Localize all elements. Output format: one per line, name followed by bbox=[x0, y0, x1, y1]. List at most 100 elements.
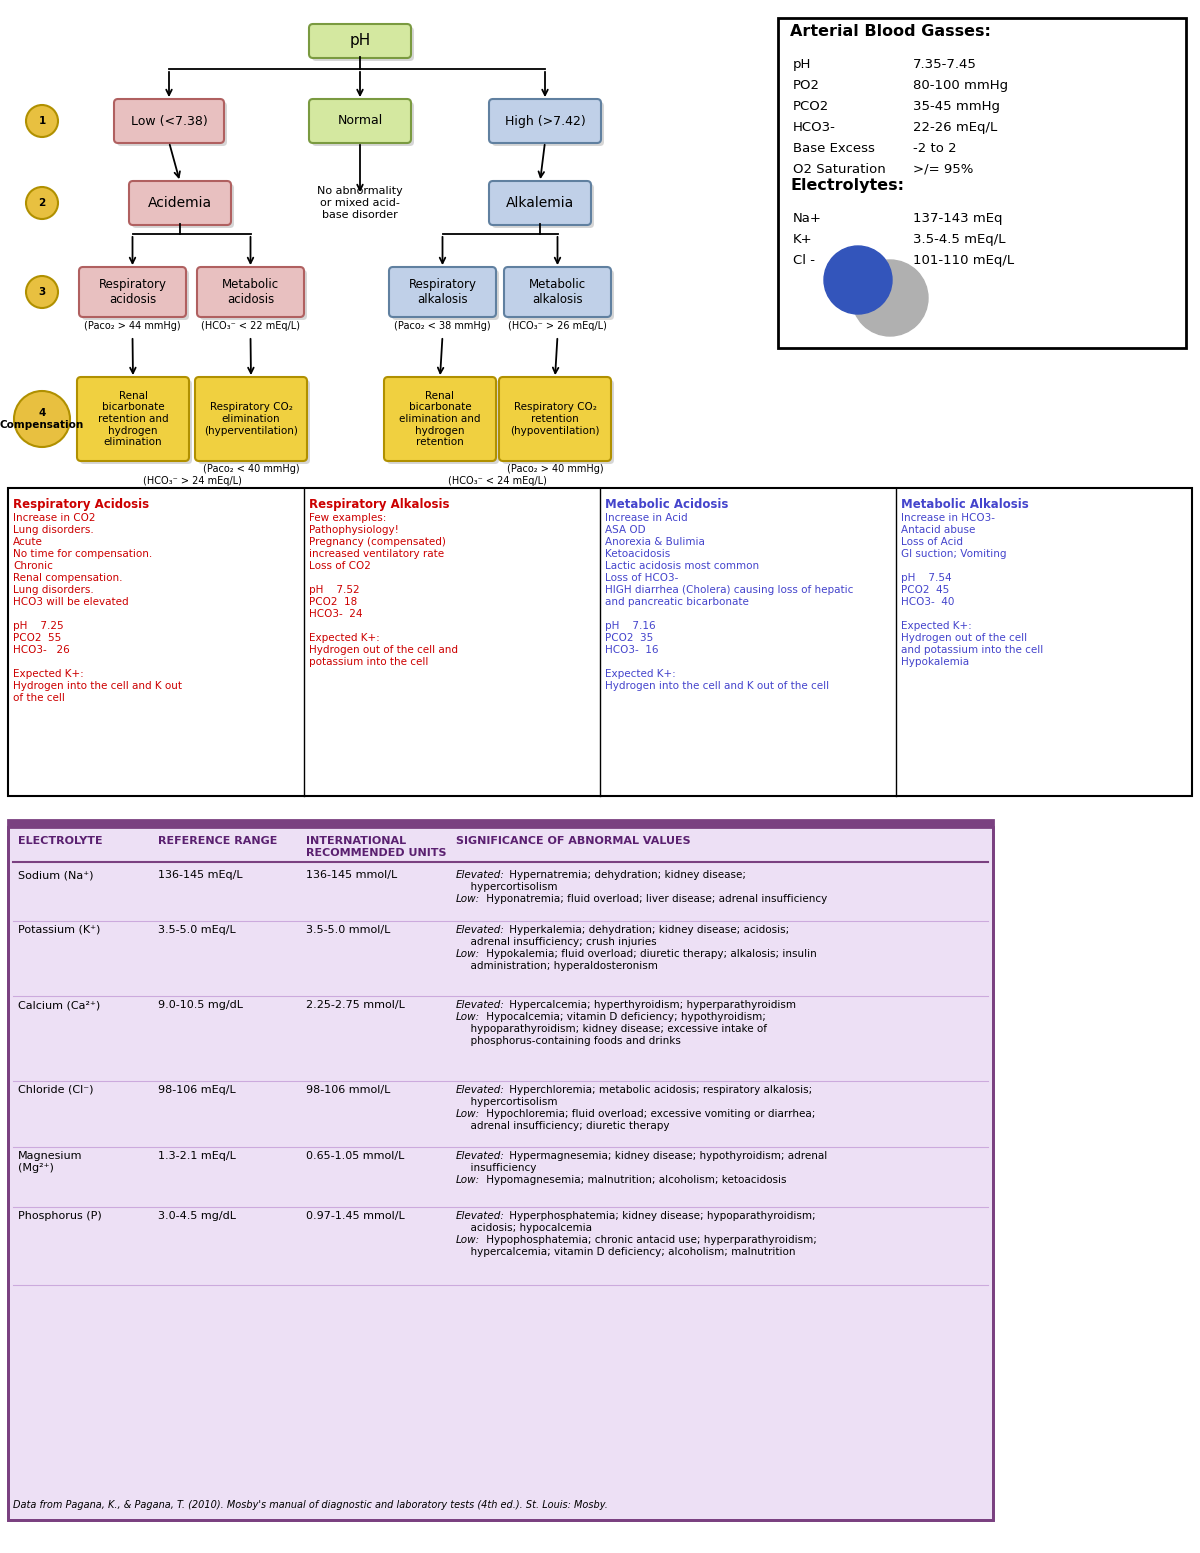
Text: Expected K+:: Expected K+: bbox=[901, 621, 972, 631]
Text: Arterial Blood Gasses:: Arterial Blood Gasses: bbox=[790, 23, 991, 39]
Text: Respiratory Acidosis: Respiratory Acidosis bbox=[13, 499, 149, 511]
Text: Low:: Low: bbox=[456, 895, 480, 904]
FancyBboxPatch shape bbox=[80, 380, 192, 464]
FancyBboxPatch shape bbox=[492, 102, 604, 146]
Text: 98-106 mmol/L: 98-106 mmol/L bbox=[306, 1086, 390, 1095]
Text: Hydrogen into the cell and K out of the cell: Hydrogen into the cell and K out of the … bbox=[605, 682, 829, 691]
Text: Low:: Low: bbox=[456, 1235, 480, 1246]
Text: pH: pH bbox=[349, 34, 371, 48]
Text: Lung disorders.: Lung disorders. bbox=[13, 525, 94, 534]
Text: pH    7.54: pH 7.54 bbox=[901, 573, 952, 582]
Text: pH    7.52: pH 7.52 bbox=[310, 585, 360, 595]
Text: hypercortisolism: hypercortisolism bbox=[464, 882, 558, 891]
Text: Elevated:: Elevated: bbox=[456, 926, 505, 935]
Text: 0.65-1.05 mmol/L: 0.65-1.05 mmol/L bbox=[306, 1151, 404, 1162]
Text: Elevated:: Elevated: bbox=[456, 1151, 505, 1162]
Text: HCO3-   26: HCO3- 26 bbox=[13, 644, 70, 655]
FancyBboxPatch shape bbox=[197, 267, 304, 317]
Text: No abnormality
or mixed acid-
base disorder: No abnormality or mixed acid- base disor… bbox=[317, 186, 403, 219]
Text: Increase in CO2: Increase in CO2 bbox=[13, 512, 96, 523]
Text: Pregnancy (compensated): Pregnancy (compensated) bbox=[310, 537, 446, 547]
Text: Data from Pagana, K., & Pagana, T. (2010). Mosby's manual of diagnostic and labo: Data from Pagana, K., & Pagana, T. (2010… bbox=[13, 1500, 608, 1510]
Text: Low:: Low: bbox=[456, 949, 480, 960]
Text: acidosis; hypocalcemia: acidosis; hypocalcemia bbox=[464, 1224, 592, 1233]
Text: Renal
bicarbonate
retention and
hydrogen
elimination: Renal bicarbonate retention and hydrogen… bbox=[97, 391, 168, 447]
Text: 9.0-10.5 mg/dL: 9.0-10.5 mg/dL bbox=[158, 1000, 242, 1009]
Text: Hypochloremia; fluid overload; excessive vomiting or diarrhea;: Hypochloremia; fluid overload; excessive… bbox=[482, 1109, 815, 1120]
FancyBboxPatch shape bbox=[114, 99, 224, 143]
Text: Respiratory
acidosis: Respiratory acidosis bbox=[98, 278, 167, 306]
Text: pH: pH bbox=[793, 57, 811, 71]
Text: Hypercalcemia; hyperthyroidism; hyperparathyroidism: Hypercalcemia; hyperthyroidism; hyperpar… bbox=[506, 1000, 796, 1009]
Text: HCO3-  16: HCO3- 16 bbox=[605, 644, 659, 655]
Text: 136-145 mEq/L: 136-145 mEq/L bbox=[158, 870, 242, 881]
Text: PO2: PO2 bbox=[793, 79, 820, 92]
Text: Hypokalemia: Hypokalemia bbox=[901, 657, 970, 666]
Text: Calcium (Ca²⁺): Calcium (Ca²⁺) bbox=[18, 1000, 101, 1009]
Text: hypercortisolism: hypercortisolism bbox=[464, 1096, 558, 1107]
Text: (HCO₃⁻ < 22 mEq/L): (HCO₃⁻ < 22 mEq/L) bbox=[202, 321, 300, 331]
Text: Increase in Acid: Increase in Acid bbox=[605, 512, 688, 523]
Circle shape bbox=[26, 186, 58, 219]
Text: Low:: Low: bbox=[456, 1176, 480, 1185]
Text: >/= 95%: >/= 95% bbox=[913, 163, 973, 175]
Text: K+: K+ bbox=[793, 233, 812, 245]
Text: HIGH diarrhea (Cholera) causing loss of hepatic: HIGH diarrhea (Cholera) causing loss of … bbox=[605, 585, 853, 595]
FancyBboxPatch shape bbox=[392, 270, 499, 320]
Text: Expected K+:: Expected K+: bbox=[605, 669, 676, 679]
Text: 3: 3 bbox=[38, 287, 46, 297]
FancyBboxPatch shape bbox=[502, 380, 614, 464]
Text: adrenal insufficiency; crush injuries: adrenal insufficiency; crush injuries bbox=[464, 936, 656, 947]
Text: Chloride (Cl⁻): Chloride (Cl⁻) bbox=[18, 1086, 94, 1095]
Text: HCO3 will be elevated: HCO3 will be elevated bbox=[13, 596, 128, 607]
Text: Hypophosphatemia; chronic antacid use; hyperparathyroidism;: Hypophosphatemia; chronic antacid use; h… bbox=[482, 1235, 817, 1246]
Circle shape bbox=[26, 106, 58, 137]
Circle shape bbox=[852, 259, 928, 335]
Text: Na+: Na+ bbox=[793, 213, 822, 225]
Text: Few examples:: Few examples: bbox=[310, 512, 386, 523]
Text: Base Excess: Base Excess bbox=[793, 141, 875, 155]
Text: 0.97-1.45 mmol/L: 0.97-1.45 mmol/L bbox=[306, 1211, 404, 1221]
FancyBboxPatch shape bbox=[504, 267, 611, 317]
Text: Alkalemia: Alkalemia bbox=[506, 196, 574, 210]
Text: Loss of HCO3-: Loss of HCO3- bbox=[605, 573, 678, 582]
Text: Elevated:: Elevated: bbox=[456, 1211, 505, 1221]
Text: Expected K+:: Expected K+: bbox=[13, 669, 84, 679]
Text: Respiratory CO₂
retention
(hypoventilation): Respiratory CO₂ retention (hypoventilati… bbox=[510, 402, 600, 435]
Text: Metabolic
alkalosis: Metabolic alkalosis bbox=[529, 278, 586, 306]
Text: Loss of Acid: Loss of Acid bbox=[901, 537, 964, 547]
FancyBboxPatch shape bbox=[79, 267, 186, 317]
FancyBboxPatch shape bbox=[77, 377, 190, 461]
Text: Increase in HCO3-: Increase in HCO3- bbox=[901, 512, 995, 523]
Text: pH    7.25: pH 7.25 bbox=[13, 621, 64, 631]
Text: HCO3-: HCO3- bbox=[793, 121, 836, 134]
Text: HCO3-  24: HCO3- 24 bbox=[310, 609, 362, 620]
FancyBboxPatch shape bbox=[778, 19, 1186, 348]
Text: HCO3-  40: HCO3- 40 bbox=[901, 596, 954, 607]
Text: Acute: Acute bbox=[13, 537, 43, 547]
Text: Anorexia & Bulimia: Anorexia & Bulimia bbox=[605, 537, 704, 547]
Text: Magnesium
(Mg²⁺): Magnesium (Mg²⁺) bbox=[18, 1151, 83, 1173]
Text: Hypernatremia; dehydration; kidney disease;: Hypernatremia; dehydration; kidney disea… bbox=[506, 870, 746, 881]
Text: 3.5-4.5 mEq/L: 3.5-4.5 mEq/L bbox=[913, 233, 1006, 245]
Text: increased ventilatory rate: increased ventilatory rate bbox=[310, 550, 444, 559]
Text: 2: 2 bbox=[38, 197, 46, 208]
Text: (Paco₂ < 38 mmHg): (Paco₂ < 38 mmHg) bbox=[394, 321, 491, 331]
Text: Chronic: Chronic bbox=[13, 561, 53, 572]
Text: Loss of CO2: Loss of CO2 bbox=[310, 561, 371, 572]
Text: (Paco₂ > 40 mmHg): (Paco₂ > 40 mmHg) bbox=[506, 464, 604, 474]
Text: Hypocalcemia; vitamin D deficiency; hypothyroidism;: Hypocalcemia; vitamin D deficiency; hypo… bbox=[482, 1013, 766, 1022]
FancyBboxPatch shape bbox=[118, 102, 227, 146]
Text: Lung disorders.: Lung disorders. bbox=[13, 585, 94, 595]
Text: administration; hyperaldosteronism: administration; hyperaldosteronism bbox=[464, 961, 658, 971]
Text: ELECTROLYTE: ELECTROLYTE bbox=[18, 836, 103, 846]
Text: Expected K+:: Expected K+: bbox=[310, 634, 379, 643]
FancyBboxPatch shape bbox=[312, 102, 414, 146]
Text: Cl -: Cl - bbox=[793, 255, 815, 267]
FancyBboxPatch shape bbox=[490, 182, 592, 225]
Text: 101-110 mEq/L: 101-110 mEq/L bbox=[913, 255, 1014, 267]
Text: and pancreatic bicarbonate: and pancreatic bicarbonate bbox=[605, 596, 749, 607]
Text: Hydrogen out of the cell: Hydrogen out of the cell bbox=[901, 634, 1027, 643]
Text: 3.5-5.0 mmol/L: 3.5-5.0 mmol/L bbox=[306, 926, 390, 935]
Text: Low:: Low: bbox=[456, 1013, 480, 1022]
